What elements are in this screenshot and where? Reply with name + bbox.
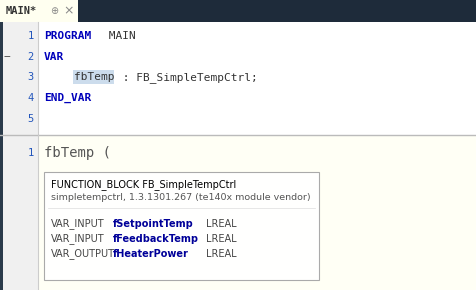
- Text: fSetpointTemp: fSetpointTemp: [113, 219, 193, 229]
- Text: fFeedbackTemp: fFeedbackTemp: [113, 234, 198, 244]
- Text: MAIN*: MAIN*: [6, 6, 37, 16]
- Text: 4: 4: [28, 93, 34, 103]
- Text: −: −: [4, 52, 11, 62]
- Bar: [0, 135, 476, 290]
- Bar: [0, 0, 78, 22]
- Text: LREAL: LREAL: [206, 234, 236, 244]
- Text: VAR: VAR: [44, 52, 64, 62]
- Text: fbTemp: fbTemp: [74, 72, 114, 82]
- Text: END_VAR: END_VAR: [44, 93, 91, 103]
- Text: 2: 2: [28, 52, 34, 62]
- Text: PROGRAM: PROGRAM: [44, 31, 91, 41]
- Text: VAR_INPUT: VAR_INPUT: [51, 219, 104, 229]
- Text: fbTemp (: fbTemp (: [44, 146, 111, 160]
- Text: LREAL: LREAL: [206, 219, 236, 229]
- Bar: [0, 22, 38, 135]
- Text: FUNCTION_BLOCK FB_SimpleTempCtrl: FUNCTION_BLOCK FB_SimpleTempCtrl: [51, 180, 236, 191]
- Bar: [0, 135, 3, 290]
- Text: 1: 1: [28, 148, 34, 158]
- Bar: [0, 135, 38, 290]
- Bar: [44, 172, 318, 280]
- Bar: [0, 22, 476, 135]
- Text: 1: 1: [28, 31, 34, 41]
- Text: : FB_SimpleTempCtrl;: : FB_SimpleTempCtrl;: [116, 72, 257, 83]
- Text: VAR_OUTPUT: VAR_OUTPUT: [51, 249, 115, 260]
- Text: LREAL: LREAL: [206, 249, 236, 259]
- Text: ⊕: ⊕: [50, 6, 58, 16]
- Bar: [0, 22, 3, 135]
- Text: VAR_INPUT: VAR_INPUT: [51, 233, 104, 244]
- Text: 5: 5: [28, 114, 34, 124]
- Text: 3: 3: [28, 72, 34, 82]
- Bar: [73, 70, 114, 84]
- Text: fHeaterPower: fHeaterPower: [113, 249, 188, 259]
- Text: MAIN: MAIN: [102, 31, 136, 41]
- Text: ×: ×: [63, 5, 73, 17]
- Bar: [0, 0, 476, 22]
- Text: simpletempctrl, 1.3.1301.267 (te140x module vendor): simpletempctrl, 1.3.1301.267 (te140x mod…: [51, 193, 310, 202]
